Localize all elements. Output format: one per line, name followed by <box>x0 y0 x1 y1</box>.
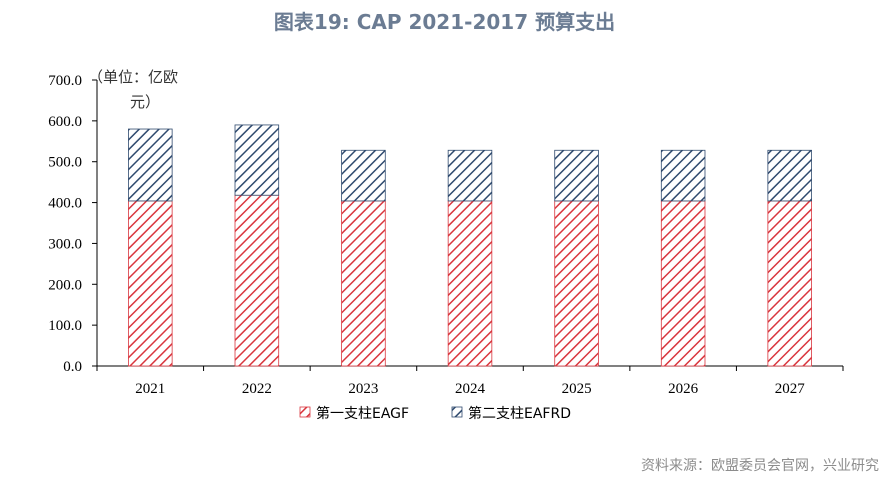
y-tick-label: 200.0 <box>48 277 82 293</box>
x-tick-label: 2021 <box>135 381 165 397</box>
x-tick-label: 2026 <box>668 381 699 397</box>
x-tick-label: 2023 <box>348 381 378 397</box>
bar-eafrd-2024 <box>447 149 493 202</box>
x-tick-label: 2027 <box>775 381 806 397</box>
bar-eagf-2025 <box>554 200 599 367</box>
y-axis-unit-line2: 元） <box>130 93 160 111</box>
bar-eagf-2026 <box>660 200 706 367</box>
y-axis-unit-line1: （单位：亿欧 <box>88 68 178 86</box>
bar-eafrd-2023 <box>341 149 386 202</box>
y-tick-label: 0.0 <box>63 359 82 375</box>
bar-eagf-2027 <box>767 200 812 367</box>
y-tick-label: 100.0 <box>48 318 82 334</box>
chart-title: 图表19: CAP 2021-2017 预算支出 <box>273 10 616 34</box>
legend-label-eagf: 第一支柱EAGF <box>316 405 409 422</box>
y-tick-label: 300.0 <box>48 236 82 252</box>
x-tick-label: 2022 <box>242 381 272 397</box>
bar-eafrd-2022 <box>234 124 280 196</box>
bar-eagf-2024 <box>447 200 493 367</box>
bar-eagf-2023 <box>341 200 386 367</box>
x-tick-label: 2025 <box>562 381 592 397</box>
bar-eafrd-2021 <box>128 128 173 202</box>
bar-eafrd-2026 <box>660 149 706 202</box>
bar-eafrd-2025 <box>554 149 599 202</box>
bar-eagf-2021 <box>128 200 173 367</box>
legend: 第一支柱EAGF 第二支柱EAFRD <box>299 405 571 422</box>
source-note: 资料来源：欧盟委员会官网，兴业研究 <box>641 458 879 474</box>
legend-swatch-eafrd <box>451 406 463 418</box>
legend-label-eafrd: 第二支柱EAFRD <box>468 405 571 422</box>
y-tick-label: 400.0 <box>48 196 82 212</box>
y-tick-label: 500.0 <box>48 155 82 171</box>
y-tick-label: 700.0 <box>48 73 82 89</box>
y-tick-label: 600.0 <box>48 114 82 130</box>
x-tick-label: 2024 <box>455 381 486 397</box>
legend-swatch-eagf <box>299 406 311 418</box>
bar-eagf-2022 <box>234 194 280 367</box>
bar-eafrd-2027 <box>767 149 812 202</box>
